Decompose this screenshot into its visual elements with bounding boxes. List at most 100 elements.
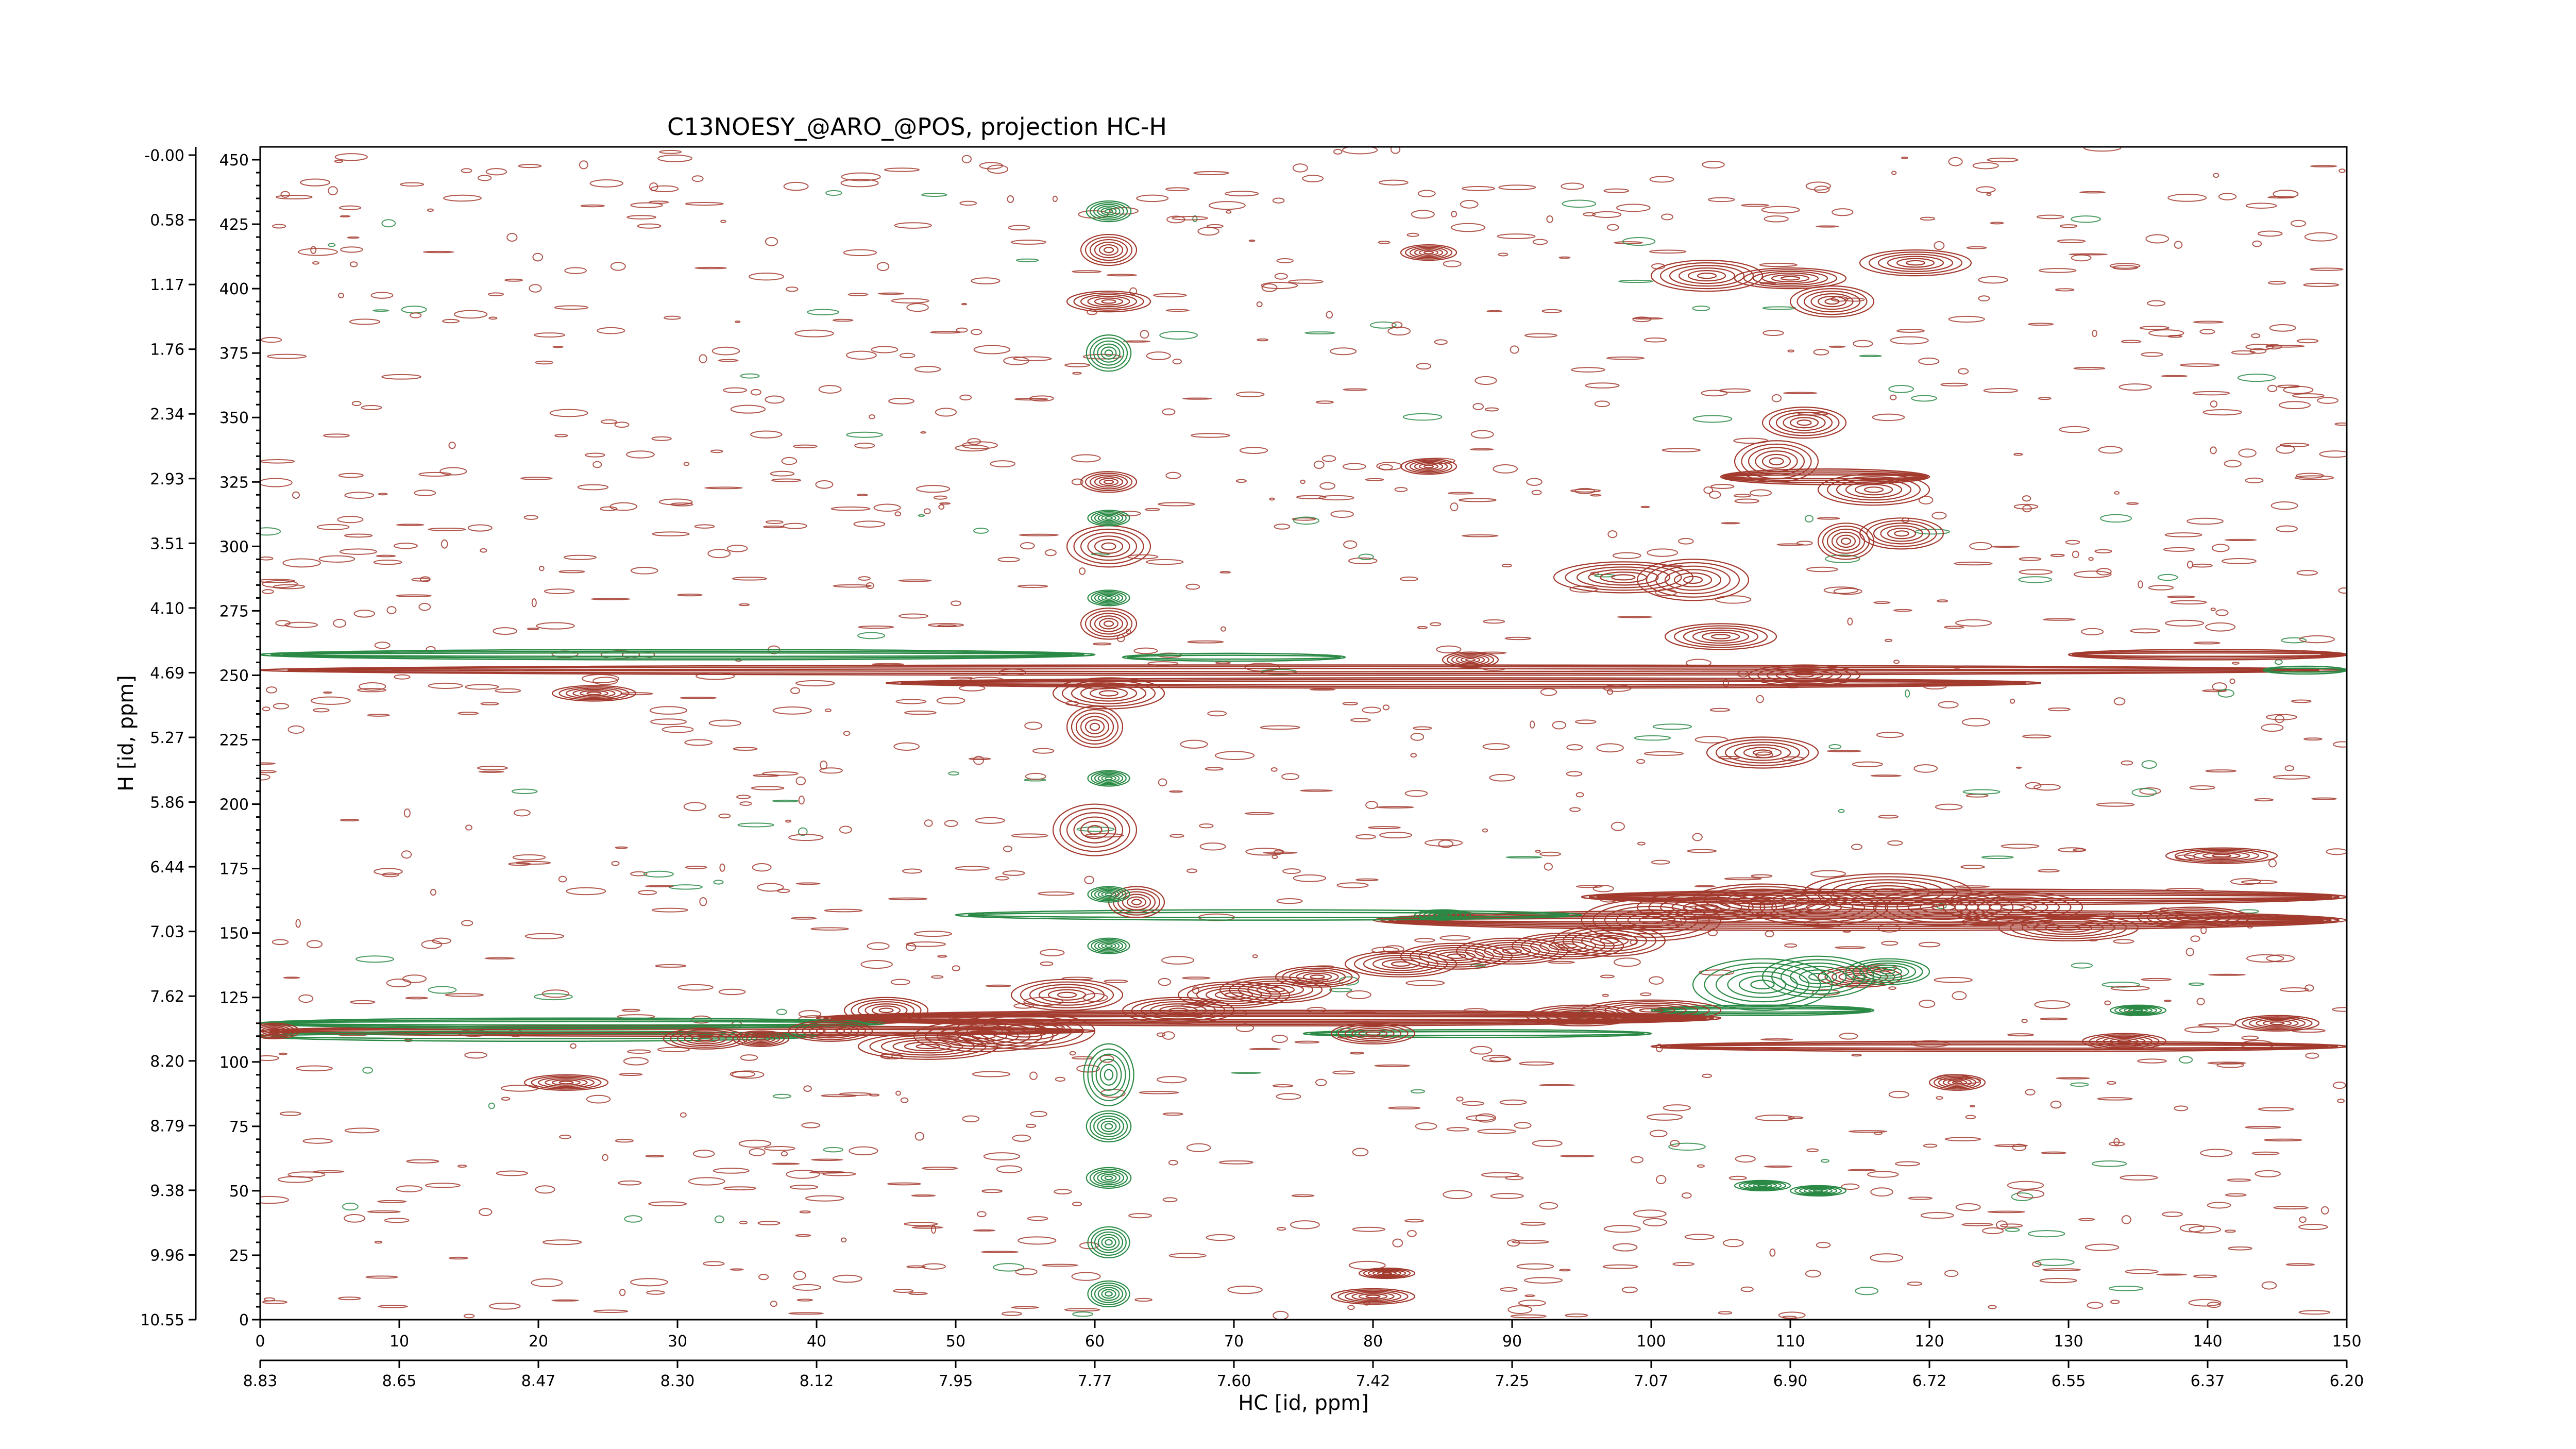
negative-peak-contour <box>1091 887 1127 902</box>
noise-contour <box>891 298 929 304</box>
noise-contour <box>877 292 904 295</box>
noise-contour <box>1913 764 1938 773</box>
noise-contour <box>860 960 893 969</box>
negative-peak-contour <box>1091 771 1127 786</box>
noise-contour <box>538 565 545 571</box>
x-ppm-tick-label: 8.12 <box>800 1372 834 1390</box>
noise-contour <box>1470 448 1494 451</box>
noise-contour <box>1876 732 1904 738</box>
positive-peak-contour <box>1084 610 1133 637</box>
noise-contour <box>996 1165 1023 1173</box>
noise-contour <box>1128 1213 1152 1219</box>
noise-contour <box>355 955 395 963</box>
noise-contour <box>1376 806 1415 808</box>
noise-contour <box>2267 196 2295 199</box>
positive-peak-contour <box>967 1015 1084 1047</box>
negative-peak-contour <box>1097 513 1120 523</box>
noise-contour <box>1388 1106 1421 1109</box>
noise-contour <box>2230 878 2261 885</box>
positive-peak-contour <box>1168 1007 1189 1014</box>
noise-contour <box>2039 268 2077 273</box>
noise-contour <box>866 582 874 589</box>
positive-peak-contour <box>1094 297 1124 306</box>
noise-contour <box>1649 1130 1668 1137</box>
positive-peak-contour <box>1418 249 1439 256</box>
noise-contour <box>975 817 1005 824</box>
positive-peak-contour <box>1965 896 2060 918</box>
noise-contour <box>1560 1155 1595 1157</box>
noise-contour <box>799 1210 811 1214</box>
noise-contour <box>848 293 869 296</box>
negative-peak-contour <box>1097 1287 1120 1301</box>
positive-peak-contour <box>1087 296 1130 308</box>
positive-peak-contour <box>1400 458 1458 475</box>
noise-contour <box>652 531 690 537</box>
noise-contour <box>1931 512 1947 520</box>
noise-contour <box>1687 849 1717 853</box>
noise-contour <box>1918 941 1941 948</box>
noise-contour <box>1870 1187 1893 1197</box>
noise-contour <box>2273 774 2311 780</box>
noise-contour <box>1235 391 1265 398</box>
noise-contour <box>1133 647 1158 654</box>
y-index-tick-label: 275 <box>219 602 249 620</box>
noise-contour <box>1859 355 1883 358</box>
noise-contour <box>1987 157 2019 162</box>
positive-peak-contour <box>1880 525 1923 542</box>
positive-peak-contour <box>871 1005 901 1016</box>
negative-peak-contour <box>1105 516 1113 520</box>
negative-peak-contour <box>1101 1289 1116 1299</box>
noise-contour <box>730 1070 756 1078</box>
noise-contour <box>623 1057 649 1066</box>
noise-contour <box>931 975 944 979</box>
noise-contour <box>1014 397 1048 401</box>
noise-contour <box>1618 279 1654 283</box>
noise-contour <box>1762 306 1797 310</box>
noise-contour <box>971 277 1001 284</box>
positive-peak-contour <box>1409 246 1448 259</box>
noise-contour <box>1136 194 1169 203</box>
noise-contour <box>1702 160 1725 169</box>
noise-contour <box>713 1168 750 1174</box>
noise-contour <box>2047 707 2071 712</box>
negative-ridge-contour <box>2264 667 2346 673</box>
noise-contour <box>1071 1272 1101 1281</box>
noise-contour <box>894 511 902 517</box>
noise-contour <box>361 405 382 410</box>
noise-contour <box>748 273 784 281</box>
positive-peak-contour <box>2211 854 2232 858</box>
positive-ridge-contour <box>1659 1042 2338 1051</box>
noise-contour <box>856 494 868 497</box>
positive-peak-contour <box>586 691 602 696</box>
positive-peak-contour <box>1265 987 1286 992</box>
noise-contour <box>764 1145 795 1151</box>
positive-peak-contour <box>1715 739 1810 766</box>
positive-peak-contour <box>1149 1003 1207 1018</box>
noise-contour <box>873 503 901 512</box>
noise-contour <box>394 674 411 680</box>
noise-contour <box>544 588 575 594</box>
noise-contour <box>811 1158 843 1161</box>
positive-peak-contour <box>1873 888 2014 926</box>
noise-contour <box>1972 162 1999 170</box>
noise-contour <box>592 677 618 685</box>
negative-peak-contour <box>1094 1285 1124 1303</box>
noise-contour <box>869 1093 880 1097</box>
negative-peak-contour <box>1852 960 1923 983</box>
positive-ridge-contour <box>816 1009 1722 1026</box>
noise-contour <box>1330 510 1354 518</box>
noise-contour <box>1642 1218 1667 1227</box>
noise-contour <box>2147 300 2166 307</box>
noise-contour <box>1663 1104 1691 1111</box>
noise-contour <box>765 520 784 524</box>
noise-contour <box>1596 743 1624 753</box>
noise-contour <box>2200 926 2207 935</box>
positive-peak-contour <box>1938 1076 1977 1088</box>
positive-peak-contour <box>523 1074 609 1091</box>
noise-contour <box>1944 1270 1959 1277</box>
noise-contour <box>704 486 743 490</box>
positive-peak-contour <box>1038 986 1096 1003</box>
positive-peak-contour <box>1669 265 1745 287</box>
noise-contour <box>508 862 531 866</box>
noise-contour <box>619 1073 643 1076</box>
